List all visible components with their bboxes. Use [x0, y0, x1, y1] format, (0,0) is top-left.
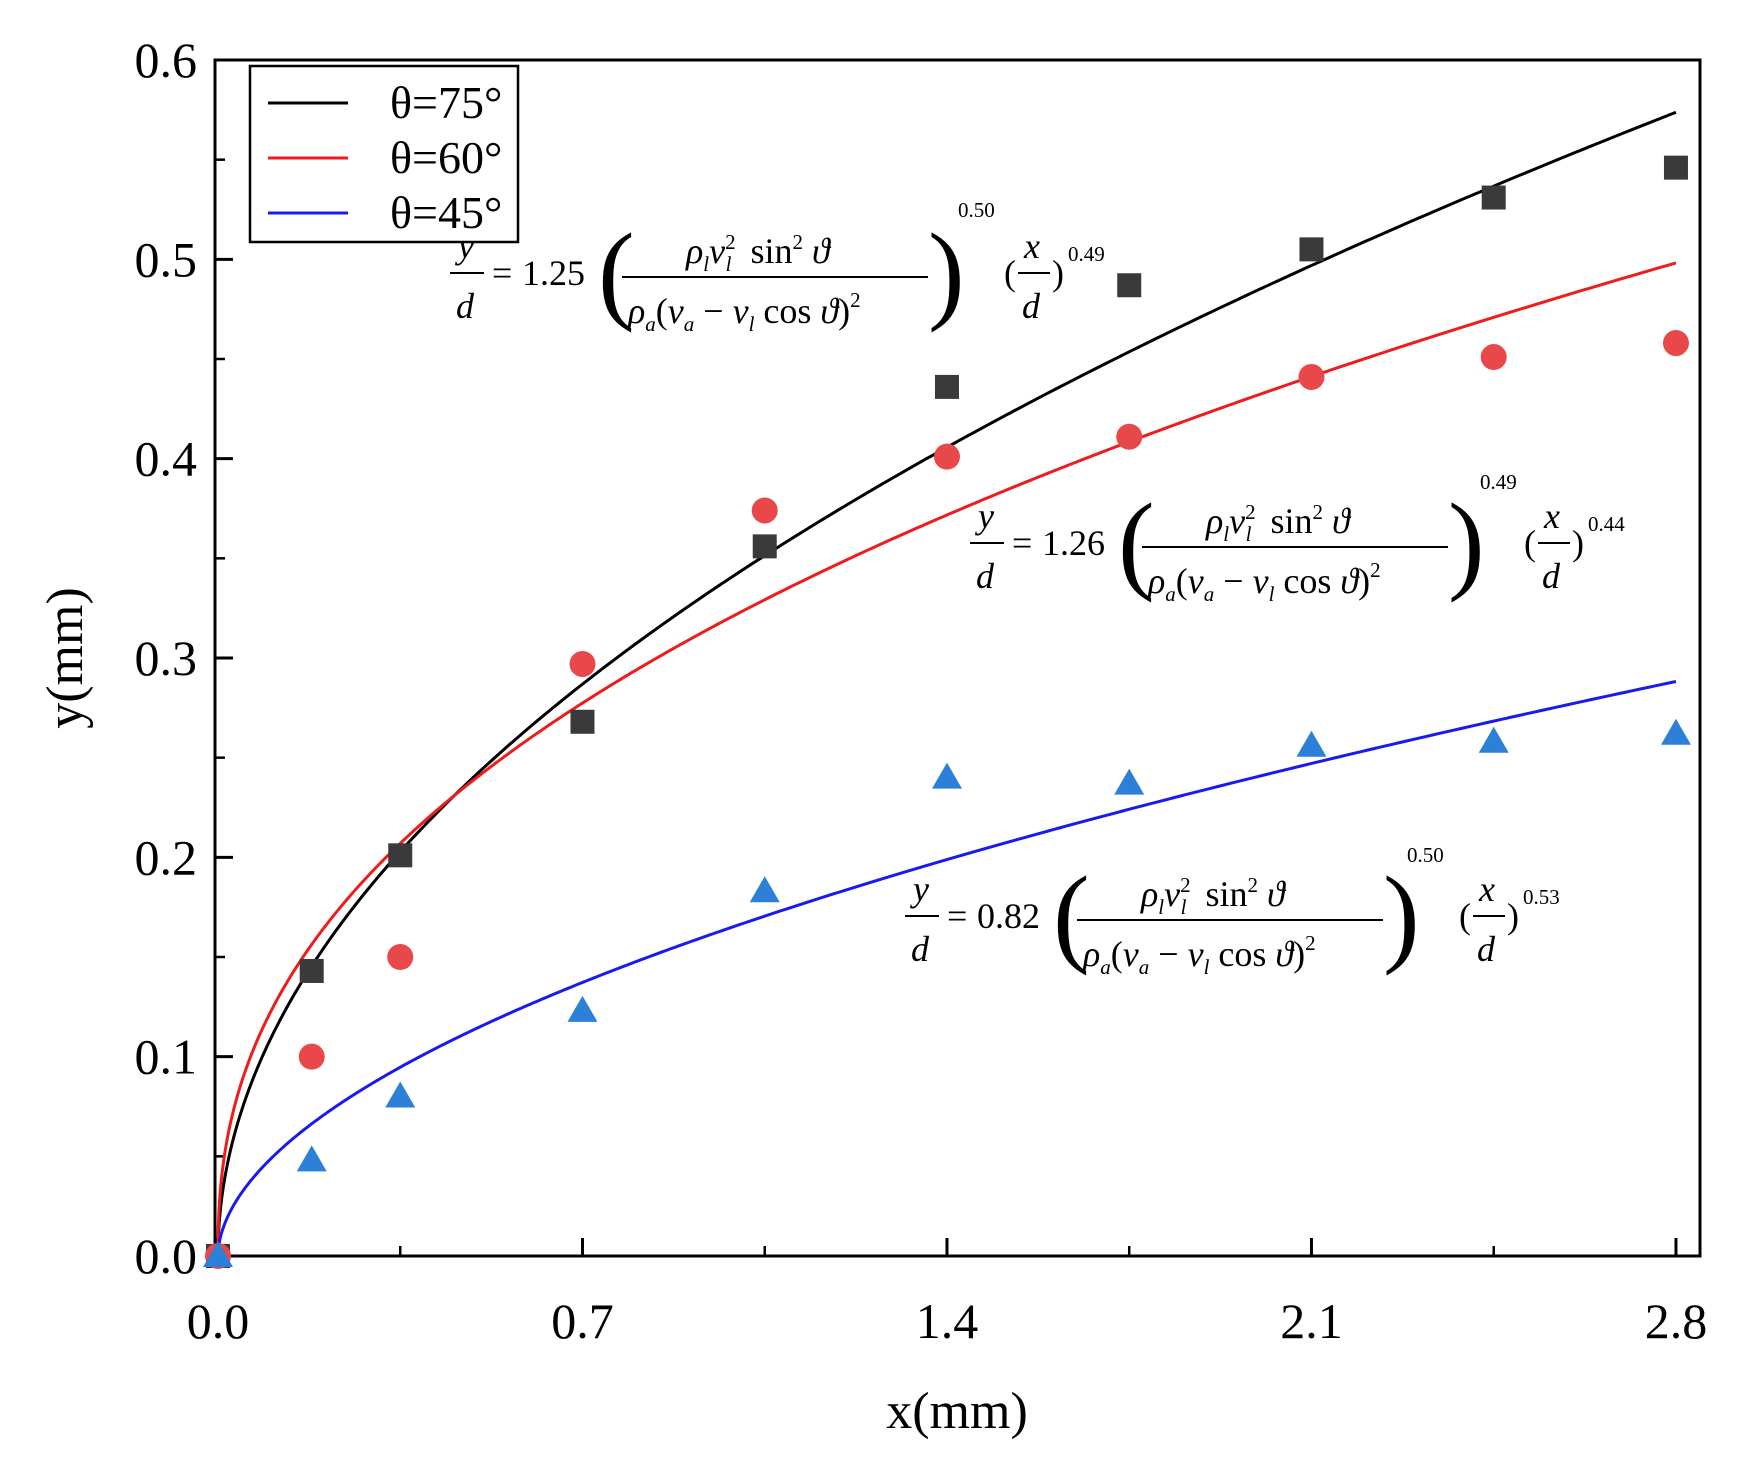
data-point-square: [388, 843, 413, 868]
svg-text:(: (: [1053, 854, 1090, 976]
svg-text:(: (: [1118, 481, 1155, 603]
x-tick-label: 0.7: [551, 1293, 614, 1349]
svg-text:(: (: [1459, 896, 1471, 936]
equation-annotation-75: y d = 1.25 ( ρlv2 l sin2 ϑ ρa(va − vl cos…: [450, 198, 1105, 336]
data-point-circle: [569, 650, 596, 677]
data-point-triangle: [1660, 718, 1691, 745]
svg-text:y: y: [455, 226, 474, 266]
data-point-circle: [933, 443, 960, 470]
legend-label-45: θ=45°: [390, 187, 502, 238]
svg-text:ρa(va − vl cos ϑ)2: ρa(va − vl cos ϑ)2: [1082, 931, 1316, 979]
equation-annotation-60: y d = 1.26 ( ρlv2 l sin2 ϑ ρa(va − vl cos…: [970, 470, 1625, 606]
svg-text:): ): [1572, 523, 1584, 563]
svg-text:=: =: [492, 253, 512, 293]
data-point-circle: [387, 944, 414, 970]
equation-exponent: 0.53: [1523, 885, 1560, 909]
data-point-square: [1117, 273, 1142, 298]
svg-text:=: =: [1012, 523, 1032, 563]
svg-text:ρa(va − vl cos ϑ)2: ρa(va − vl cos ϑ)2: [1147, 558, 1381, 606]
equation-exponent: 0.50: [1407, 843, 1444, 867]
data-point-triangle: [385, 1081, 416, 1108]
data-markers: [203, 155, 1691, 1269]
x-axis-title: x(mm): [886, 1383, 1028, 1440]
y-axis-title: y(mm): [37, 587, 94, 729]
svg-text:): ): [1507, 896, 1519, 936]
svg-text:d: d: [1022, 286, 1041, 326]
svg-text:d: d: [1477, 929, 1496, 969]
equation-coefficient: 1.26: [1042, 523, 1105, 563]
data-point-triangle: [931, 762, 962, 789]
data-point-circle: [751, 497, 778, 524]
data-point-circle: [1662, 330, 1689, 357]
y-tick-labels: 0.0 0.1 0.2 0.3 0.4 0.5 0.6: [135, 32, 198, 1284]
data-point-triangle: [1114, 768, 1145, 795]
data-point-circle: [1116, 423, 1143, 450]
svg-text:): ): [1448, 481, 1485, 603]
y-tick-label: 0.0: [135, 1228, 198, 1284]
svg-text:(: (: [1004, 253, 1016, 293]
legend: θ=75° θ=60° θ=45°: [248, 64, 520, 244]
x-tick-labels: 0.0 0.7 1.4 2.1 2.8: [187, 1293, 1707, 1349]
svg-text:y: y: [910, 869, 929, 909]
equation-exponent: 0.50: [958, 198, 995, 222]
data-point-square: [752, 534, 777, 559]
y-tick-label: 0.5: [135, 231, 198, 287]
fit-curve-0: [216, 110, 1677, 1257]
equation-exponent: 0.49: [1068, 242, 1105, 266]
data-point-square: [1481, 185, 1506, 210]
x-tick-label: 1.4: [916, 1293, 979, 1349]
svg-text:d: d: [976, 556, 995, 596]
equation-exponent: 0.49: [1480, 470, 1517, 494]
legend-label-75: θ=75°: [390, 77, 502, 128]
data-point-circle: [298, 1043, 325, 1070]
data-point-triangle: [749, 876, 780, 903]
svg-text:ρa(va − vl cos ϑ)2: ρa(va − vl cos ϑ)2: [627, 288, 861, 336]
y-tick-label: 0.1: [135, 1029, 198, 1085]
svg-text:d: d: [456, 286, 475, 326]
fit-curve-2: [216, 680, 1677, 1257]
data-point-circle: [1298, 363, 1325, 390]
y-tick-label: 0.6: [135, 32, 198, 88]
fit-curves: [216, 110, 1677, 1257]
x-tick-label: 2.1: [1280, 1293, 1343, 1349]
y-tick-label: 0.4: [135, 431, 198, 487]
data-point-triangle: [567, 995, 598, 1022]
svg-text:x: x: [1543, 496, 1560, 536]
equation-exponent: 0.44: [1588, 512, 1625, 536]
svg-text:y: y: [975, 496, 994, 536]
data-point-triangle: [1296, 730, 1327, 757]
svg-text:): ): [1383, 854, 1420, 976]
y-tick-label: 0.2: [135, 829, 198, 885]
data-point-circle: [1480, 344, 1507, 371]
equation-coefficient: 0.82: [977, 896, 1040, 936]
data-point-square: [299, 958, 324, 983]
data-point-triangle: [296, 1145, 327, 1172]
svg-text:d: d: [1542, 556, 1561, 596]
svg-text:(: (: [598, 211, 635, 333]
data-point-triangle: [1478, 726, 1509, 753]
data-point-square: [570, 709, 595, 734]
x-tick-label: 0.0: [187, 1293, 250, 1349]
data-point-square: [934, 374, 959, 399]
data-point-square: [1663, 155, 1688, 180]
data-point-triangle: [203, 1241, 233, 1267]
svg-text:d: d: [911, 929, 930, 969]
svg-text:x: x: [1023, 226, 1040, 266]
svg-text:=: =: [947, 896, 967, 936]
y-tick-label: 0.3: [135, 630, 198, 686]
svg-text:(: (: [1524, 523, 1536, 563]
equation-annotation-45: y d = 0.82 ( ρlv2 l sin2 ϑ ρa(va − vl cos…: [905, 843, 1560, 979]
data-point-square: [1299, 237, 1324, 262]
fit-curve-1: [216, 261, 1677, 1257]
svg-text:): ): [928, 211, 965, 333]
equation-coefficient: 1.25: [522, 253, 585, 293]
x-tick-label: 2.8: [1645, 1293, 1708, 1349]
svg-text:): ): [1052, 253, 1064, 293]
svg-text:x: x: [1478, 869, 1495, 909]
legend-label-60: θ=60°: [390, 132, 502, 183]
